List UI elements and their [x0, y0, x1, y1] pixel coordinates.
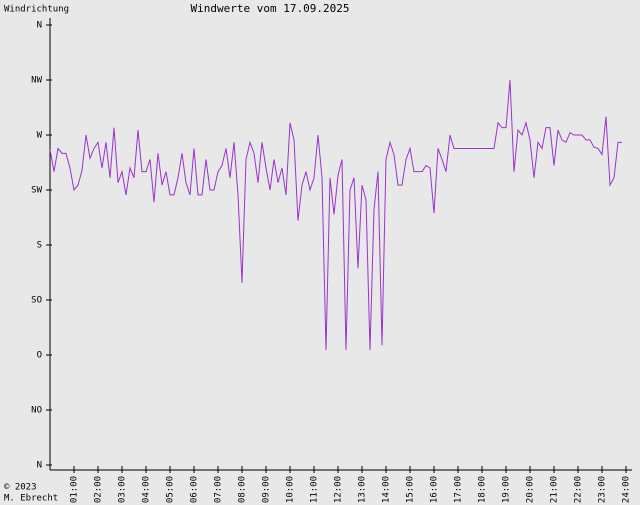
y-tick-label: NW [31, 76, 42, 86]
x-tick-label: 12:00 [334, 476, 344, 503]
footer: © 2023 [4, 483, 37, 493]
y-tick-label: SW [31, 186, 42, 196]
x-tick-label: 16:00 [430, 476, 440, 503]
y-tick-label: SO [31, 296, 42, 306]
x-tick-label: 05:00 [166, 476, 176, 503]
x-tick-label: 19:00 [502, 476, 512, 503]
x-tick-label: 08:00 [238, 476, 248, 503]
data-line [49, 79, 622, 351]
chart-title: Windwerte vom 17.09.2025 [191, 2, 350, 15]
x-tick-label: 22:00 [574, 476, 584, 503]
footer: M. Ebrecht [4, 494, 58, 504]
x-tick-label: 13:00 [358, 476, 368, 503]
x-tick-label: 11:00 [310, 476, 320, 503]
x-tick-label: 09:00 [262, 476, 272, 503]
y-tick-label: S [37, 241, 42, 251]
x-tick-label: 10:00 [286, 476, 296, 503]
x-tick-label: 01:00 [70, 476, 80, 503]
x-tick-label: 15:00 [406, 476, 416, 503]
x-tick-label: 23:00 [598, 476, 608, 503]
x-tick-label: 20:00 [526, 476, 536, 503]
x-tick-label: 21:00 [550, 476, 560, 503]
x-tick-label: 04:00 [142, 476, 152, 503]
x-tick-label: 03:00 [118, 476, 128, 503]
y-tick-label: N [37, 21, 42, 31]
x-tick-label: 17:00 [454, 476, 464, 503]
x-tick-label: 18:00 [478, 476, 488, 503]
y-tick-label: NO [31, 406, 42, 416]
y-axis-label: Windrichtung [4, 5, 69, 15]
y-tick-label: W [37, 131, 43, 141]
y-tick-label: O [37, 351, 42, 361]
x-tick-label: 07:00 [214, 476, 224, 503]
y-tick-label: N [37, 461, 42, 471]
x-tick-label: 14:00 [382, 476, 392, 503]
x-tick-label: 06:00 [190, 476, 200, 503]
x-tick-label: 02:00 [94, 476, 104, 503]
x-tick-label: 24:00 [622, 476, 632, 503]
